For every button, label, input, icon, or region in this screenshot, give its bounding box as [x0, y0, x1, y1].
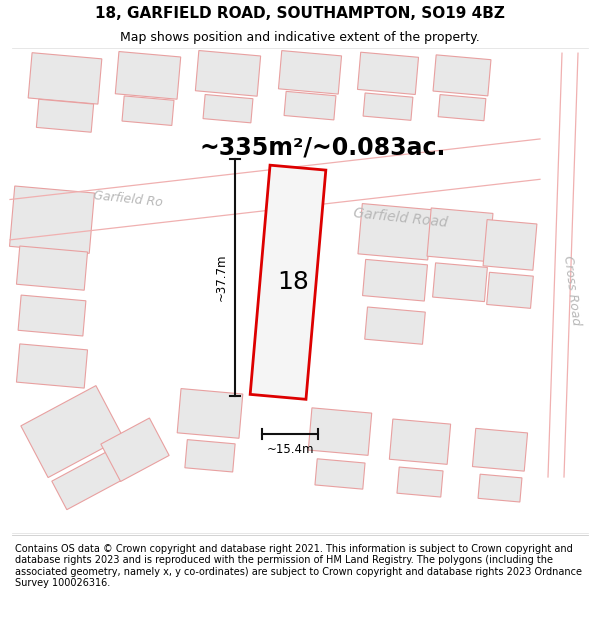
Bar [362, 259, 427, 301]
Text: 18, GARFIELD ROAD, SOUTHAMPTON, SO19 4BZ: 18, GARFIELD ROAD, SOUTHAMPTON, SO19 4BZ [95, 6, 505, 21]
Bar [389, 419, 451, 464]
Bar [487, 272, 533, 308]
Bar [37, 99, 94, 132]
Bar [363, 93, 413, 121]
Bar [358, 52, 419, 94]
Bar [122, 96, 174, 126]
Bar [21, 386, 123, 478]
Bar [10, 186, 94, 253]
Bar [433, 263, 487, 302]
Bar [16, 246, 88, 290]
Bar [478, 474, 522, 502]
Bar [438, 94, 486, 121]
Text: ~335m²/~0.083ac.: ~335m²/~0.083ac. [200, 135, 446, 159]
Text: Cross Road: Cross Road [561, 254, 583, 326]
Bar [365, 307, 425, 344]
Bar [433, 55, 491, 96]
Bar [483, 219, 537, 270]
Polygon shape [250, 165, 326, 399]
Bar [101, 418, 169, 481]
Bar [28, 52, 102, 104]
Bar [196, 51, 260, 96]
Bar [18, 295, 86, 336]
Bar [278, 51, 341, 94]
Text: Garfield Ro: Garfield Ro [92, 189, 163, 209]
Text: ~37.7m: ~37.7m [215, 254, 227, 301]
Bar [427, 208, 493, 262]
Bar [185, 439, 235, 472]
Bar [16, 344, 88, 388]
Bar [472, 428, 527, 471]
Text: ~15.4m: ~15.4m [266, 443, 314, 456]
Bar [52, 451, 124, 509]
Bar [284, 91, 336, 120]
Bar [308, 408, 372, 456]
Bar [177, 389, 243, 438]
Bar [358, 204, 432, 260]
Text: Contains OS data © Crown copyright and database right 2021. This information is : Contains OS data © Crown copyright and d… [15, 544, 582, 588]
Text: 18: 18 [277, 270, 309, 294]
Bar [397, 467, 443, 497]
Text: Map shows position and indicative extent of the property.: Map shows position and indicative extent… [120, 31, 480, 44]
Bar [315, 459, 365, 489]
Bar [203, 94, 253, 123]
Text: Garfield Road: Garfield Road [352, 206, 448, 229]
Bar [115, 51, 181, 99]
